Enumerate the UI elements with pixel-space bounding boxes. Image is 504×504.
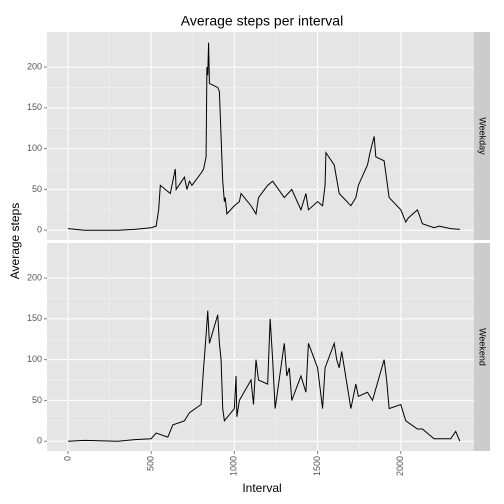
y-tick-label: 0 xyxy=(37,225,42,235)
y-axis-label: Average steps xyxy=(8,203,22,280)
line xyxy=(67,42,460,231)
x-tick-label: 0 xyxy=(62,456,72,461)
y-tick-label: 150 xyxy=(27,102,42,112)
x-tick-label: 1000 xyxy=(229,456,239,476)
y-tick-label: 100 xyxy=(27,354,42,364)
line xyxy=(67,310,461,442)
x-tick-label: 2000 xyxy=(395,456,405,476)
y-tick-label: 200 xyxy=(27,61,42,71)
y-tick-label: 50 xyxy=(32,395,42,405)
x-axis-label: Interval xyxy=(242,481,281,495)
panel-background xyxy=(47,243,474,451)
y-tick-label: 150 xyxy=(27,313,42,323)
x-tick-label: 1500 xyxy=(312,456,322,476)
y-tick-label: 0 xyxy=(37,436,42,446)
y-tick-label: 100 xyxy=(27,143,42,153)
facet-strip xyxy=(474,243,490,451)
y-tick-label: 50 xyxy=(32,184,42,194)
panel-background xyxy=(47,32,474,240)
facet-strip xyxy=(474,32,490,240)
facet-label: Weekday xyxy=(478,117,488,155)
x-tick-label: 500 xyxy=(146,456,156,471)
facet-label: Weekend xyxy=(478,328,488,366)
chart-title: Average steps per interval xyxy=(181,13,343,29)
y-tick-label: 200 xyxy=(27,272,42,282)
